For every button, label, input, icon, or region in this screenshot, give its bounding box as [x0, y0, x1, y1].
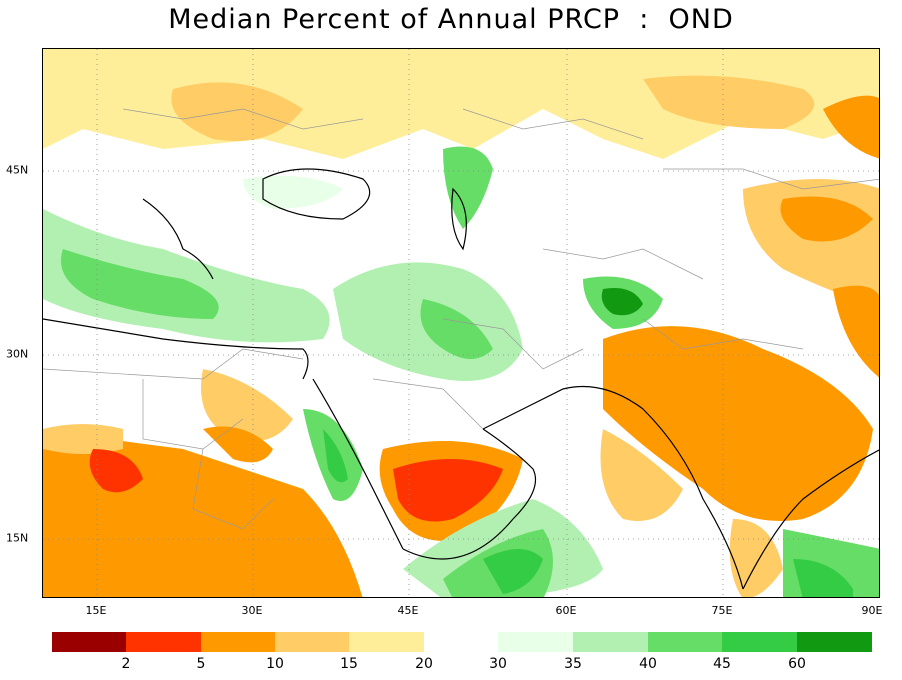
x-tick-label: 15E	[85, 604, 107, 617]
legend-swatch	[126, 632, 201, 652]
legend-label: 35	[564, 656, 582, 672]
legend-label: 45	[713, 656, 731, 672]
legend-label: 20	[415, 656, 433, 672]
legend-swatch	[722, 632, 797, 652]
legend-swatch	[648, 632, 722, 652]
legend-swatch	[201, 632, 275, 652]
legend-swatch	[52, 632, 126, 652]
legend-swatch	[498, 632, 573, 652]
x-tick-label: 90E	[861, 604, 883, 617]
y-tick-label: 15N	[6, 531, 29, 545]
x-tick-label: 75E	[711, 604, 733, 617]
legend-swatch	[573, 632, 648, 652]
legend-swatch	[275, 632, 349, 652]
legend-label: 2	[121, 656, 131, 672]
x-tick-label: 60E	[555, 604, 577, 617]
map-title: Median Percent of Annual PRCP : OND	[168, 4, 734, 35]
legend-label: 60	[788, 656, 806, 672]
y-tick-label: 45N	[6, 163, 29, 177]
legend-label: 15	[340, 656, 358, 672]
y-tick-label: 30N	[6, 347, 29, 361]
legend-label: 5	[196, 656, 206, 672]
legend-swatch	[797, 632, 872, 652]
x-tick-label: 45E	[397, 604, 419, 617]
legend-label: 40	[639, 656, 657, 672]
legend-label: 10	[266, 656, 284, 672]
legend-swatch	[349, 632, 424, 652]
x-tick-label: 30E	[241, 604, 263, 617]
legend-label: 30	[489, 656, 507, 672]
precipitation-map	[42, 48, 880, 598]
